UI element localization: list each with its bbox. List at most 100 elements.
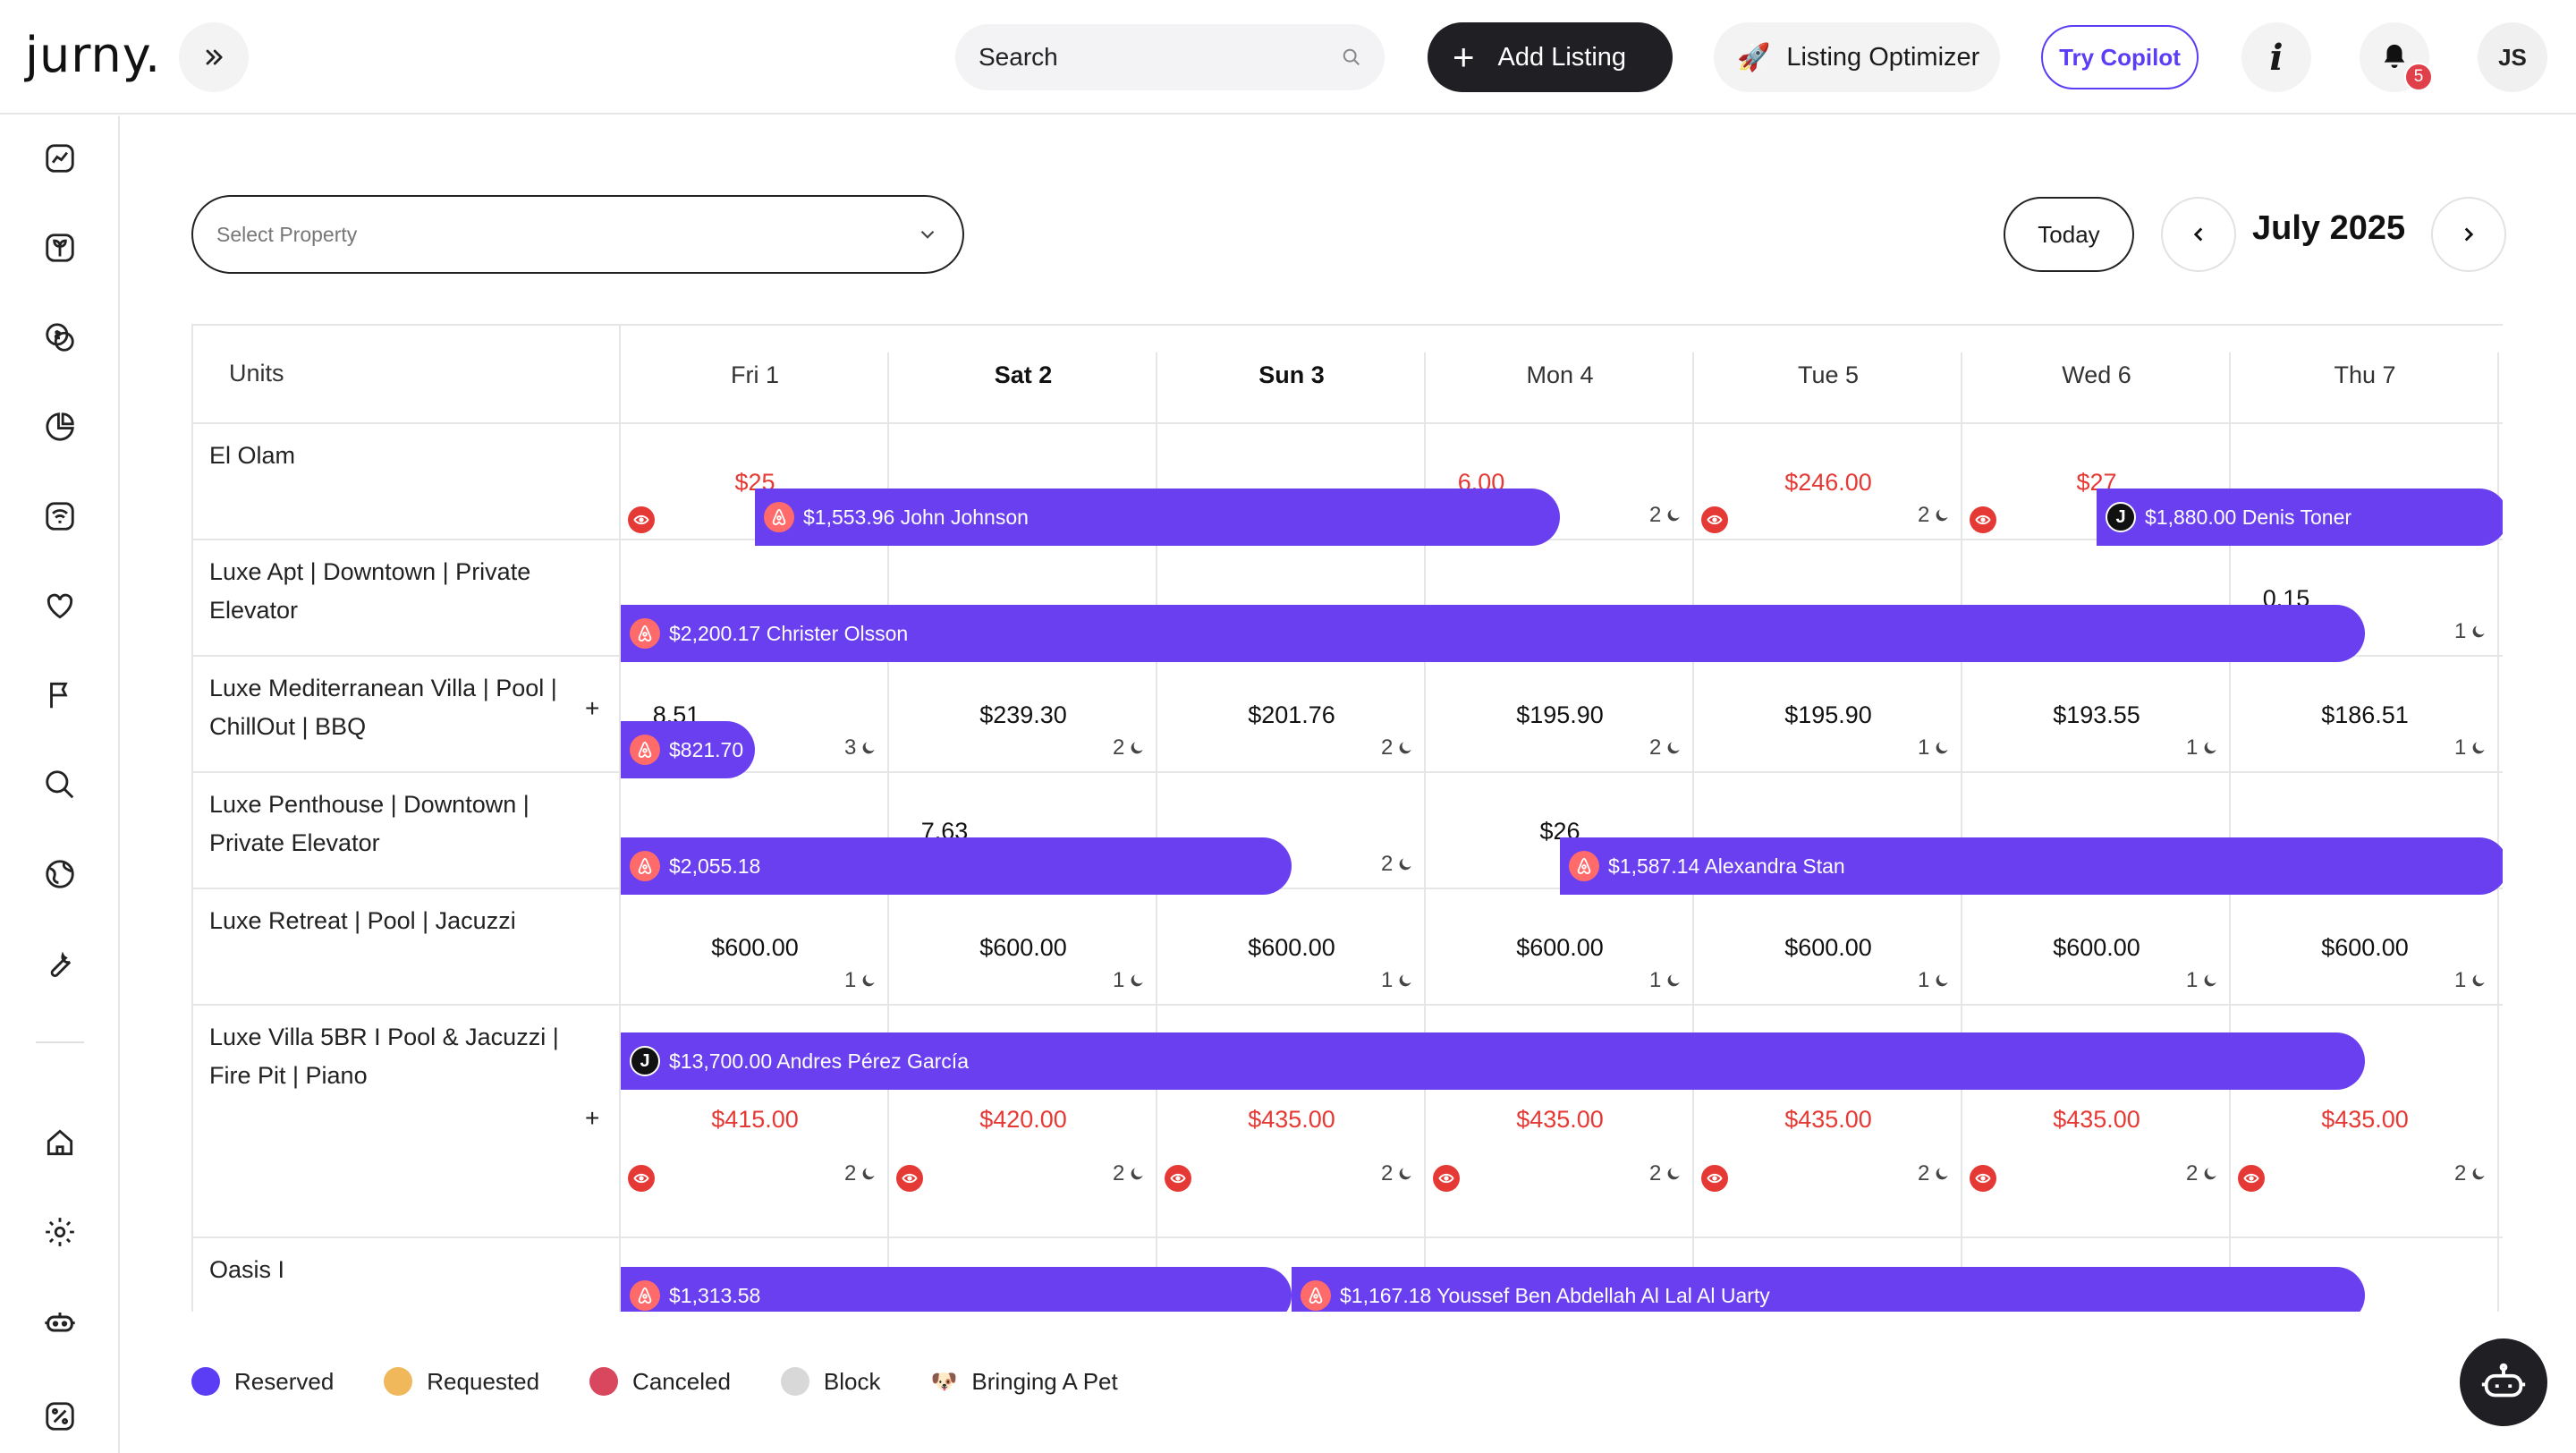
sidebar-item-discounts[interactable]: [39, 1396, 80, 1437]
previous-month-button[interactable]: [2161, 197, 2236, 272]
legend-item: Requested: [384, 1367, 539, 1396]
moon-icon: [1667, 1168, 1681, 1180]
hidden-day-indicator[interactable]: [1165, 1165, 1191, 1192]
day-price[interactable]: $420.00: [979, 1106, 1067, 1133]
day-price[interactable]: $435.00: [1784, 1106, 1872, 1133]
wifi-box-icon: [46, 502, 74, 531]
sidebar-item-home[interactable]: [39, 1122, 80, 1163]
unit-name[interactable]: Luxe Mediterranean Villa | Pool | ChillO…: [209, 675, 557, 740]
unit-name[interactable]: Luxe Retreat | Pool | Jacuzzi: [209, 907, 516, 934]
day-price[interactable]: $415.00: [711, 1106, 799, 1133]
sidebar-item-favorites[interactable]: [39, 585, 80, 626]
next-month-button[interactable]: [2431, 197, 2506, 272]
rocket-icon: 🚀: [1737, 42, 1771, 72]
reservation-bar[interactable]: $1,167.18 Youssef Ben Abdellah Al Lal Al…: [1292, 1267, 2365, 1312]
sidebar-item-analytics[interactable]: [39, 138, 80, 179]
unit-name[interactable]: Luxe Penthouse | Downtown | Private Elev…: [209, 791, 530, 856]
moon-icon: [1131, 742, 1144, 754]
hidden-day-indicator[interactable]: [1701, 1165, 1728, 1192]
search-input[interactable]: Search: [955, 24, 1385, 90]
legend-dot: [191, 1367, 220, 1396]
day-price[interactable]: $600.00: [711, 934, 799, 961]
day-price[interactable]: $193.55: [2053, 701, 2140, 728]
reservation-bar[interactable]: $1,553.96 John Johnson: [755, 489, 1560, 546]
column-divider: [1961, 353, 1962, 1312]
sidebar-item-messages[interactable]: [39, 496, 80, 537]
day-price[interactable]: $600.00: [1784, 934, 1872, 961]
unit-name[interactable]: Oasis I: [209, 1256, 285, 1283]
property-select[interactable]: Select Property: [191, 195, 964, 274]
sidebar-item-pricing[interactable]: [39, 317, 80, 358]
sidebar-item-globe[interactable]: [39, 854, 80, 895]
day-header: Fri 1: [731, 361, 779, 388]
reservation-bar[interactable]: $1,313.58: [621, 1267, 1292, 1312]
hidden-day-indicator[interactable]: [1701, 506, 1728, 533]
row-divider: [193, 888, 2503, 889]
expand-sidebar-button[interactable]: [179, 22, 249, 92]
sidebar-item-settings[interactable]: [39, 1211, 80, 1253]
unit-name[interactable]: Luxe Villa 5BR I Pool & Jacuzzi | Fire P…: [209, 1024, 559, 1089]
hidden-day-indicator[interactable]: [896, 1165, 923, 1192]
notifications-button[interactable]: [2360, 22, 2429, 92]
day-price[interactable]: $246.00: [1784, 469, 1872, 496]
airbnb-channel-icon: [630, 851, 660, 881]
user-avatar[interactable]: JS: [2478, 22, 2547, 92]
reservation-bar[interactable]: $1,587.14 Alexandra Stan: [1560, 837, 2503, 895]
listing-optimizer-button[interactable]: 🚀 Listing Optimizer: [1714, 22, 2000, 92]
min-nights-value: 2: [2186, 1161, 2199, 1185]
eye-slash-icon: [633, 514, 649, 525]
add-listing-button[interactable]: + Add Listing: [1428, 22, 1673, 92]
hidden-day-indicator[interactable]: [1970, 1165, 1996, 1192]
min-nights-value: 1: [1381, 968, 1394, 992]
day-price[interactable]: $435.00: [1516, 1106, 1604, 1133]
hidden-day-indicator[interactable]: [628, 1165, 655, 1192]
sidebar-item-reports[interactable]: [39, 406, 80, 447]
legend: Reserved Requested Canceled Block 🐶 Bringing …: [191, 1367, 1168, 1396]
day-price[interactable]: $435.00: [2321, 1106, 2409, 1133]
legend-dot: [384, 1367, 413, 1396]
sidebar-item-bot[interactable]: [39, 1301, 80, 1342]
min-nights: 2: [1918, 503, 1951, 528]
sidebar-divider: [36, 1041, 84, 1043]
sidebar-item-search[interactable]: [39, 764, 80, 805]
day-price[interactable]: $600.00: [1248, 934, 1335, 961]
info-button[interactable]: i: [2241, 22, 2311, 92]
day-price[interactable]: $195.90: [1784, 701, 1872, 728]
day-price[interactable]: $186.51: [2321, 701, 2409, 728]
logo[interactable]: jurny.: [25, 27, 162, 83]
copilot-chat-button[interactable]: [2460, 1338, 2547, 1426]
unit-name[interactable]: El Olam: [209, 442, 296, 469]
unit-name[interactable]: Luxe Apt | Downtown | Private Elevator: [209, 558, 531, 624]
day-price[interactable]: $600.00: [2321, 934, 2409, 961]
reservation-label: $1,167.18 Youssef Ben Abdellah Al Lal Al…: [1340, 1283, 1770, 1307]
expand-unit-button[interactable]: +: [585, 694, 600, 722]
reservation-bar[interactable]: J $13,700.00 Andres Pérez García: [621, 1032, 2365, 1090]
sidebar-item-inbox[interactable]: [39, 227, 80, 268]
day-price[interactable]: $600.00: [2053, 934, 2140, 961]
hidden-day-indicator[interactable]: [2238, 1165, 2265, 1192]
day-price[interactable]: $435.00: [1248, 1106, 1335, 1133]
hidden-day-indicator[interactable]: [1970, 506, 1996, 533]
day-price[interactable]: $600.00: [1516, 934, 1604, 961]
min-nights: 2: [1381, 735, 1414, 760]
reservation-bar[interactable]: $2,055.18: [621, 837, 1292, 895]
day-price[interactable]: $195.90: [1516, 701, 1604, 728]
reservation-bar[interactable]: J $1,880.00 Denis Toner: [2097, 489, 2503, 546]
day-price[interactable]: $239.30: [979, 701, 1067, 728]
reservation-label: $2,200.17 Christer Olsson: [669, 621, 909, 645]
moon-icon: [1131, 1168, 1144, 1180]
expand-unit-button[interactable]: +: [585, 1104, 600, 1132]
day-price[interactable]: $600.00: [979, 934, 1067, 961]
reservation-bar[interactable]: $2,200.17 Christer Olsson: [621, 605, 2365, 662]
day-price[interactable]: $435.00: [2053, 1106, 2140, 1133]
min-nights-value: 2: [2454, 1161, 2467, 1185]
day-price[interactable]: $201.76: [1248, 701, 1335, 728]
moon-icon: [1399, 1168, 1412, 1180]
sidebar-item-flags[interactable]: [39, 675, 80, 716]
today-button[interactable]: Today: [2004, 197, 2134, 272]
sidebar-item-tools[interactable]: [39, 943, 80, 984]
reservation-bar[interactable]: $821.70: [621, 721, 755, 778]
hidden-day-indicator[interactable]: [628, 506, 655, 533]
try-copilot-button[interactable]: Try Copilot: [2041, 25, 2199, 89]
hidden-day-indicator[interactable]: [1433, 1165, 1460, 1192]
